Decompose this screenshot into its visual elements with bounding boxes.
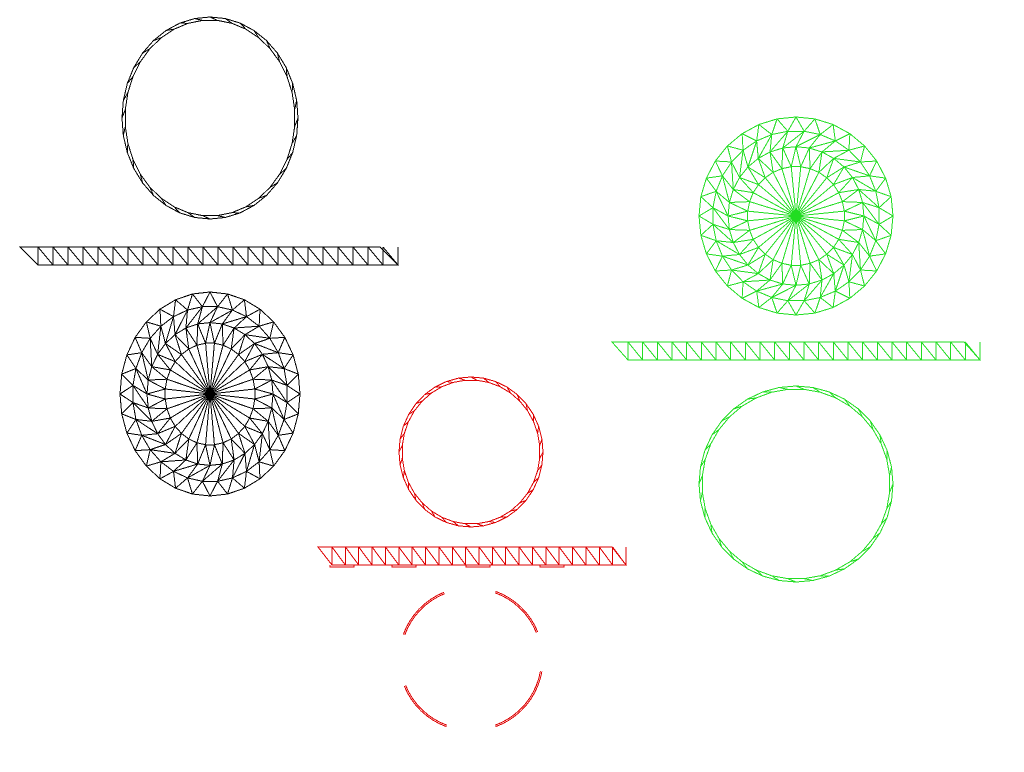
black-ring-link [292,83,293,92]
black-ring-link [127,143,128,152]
black-sphere-wireframe [120,292,300,496]
green-sphere-wireframe [699,117,893,315]
